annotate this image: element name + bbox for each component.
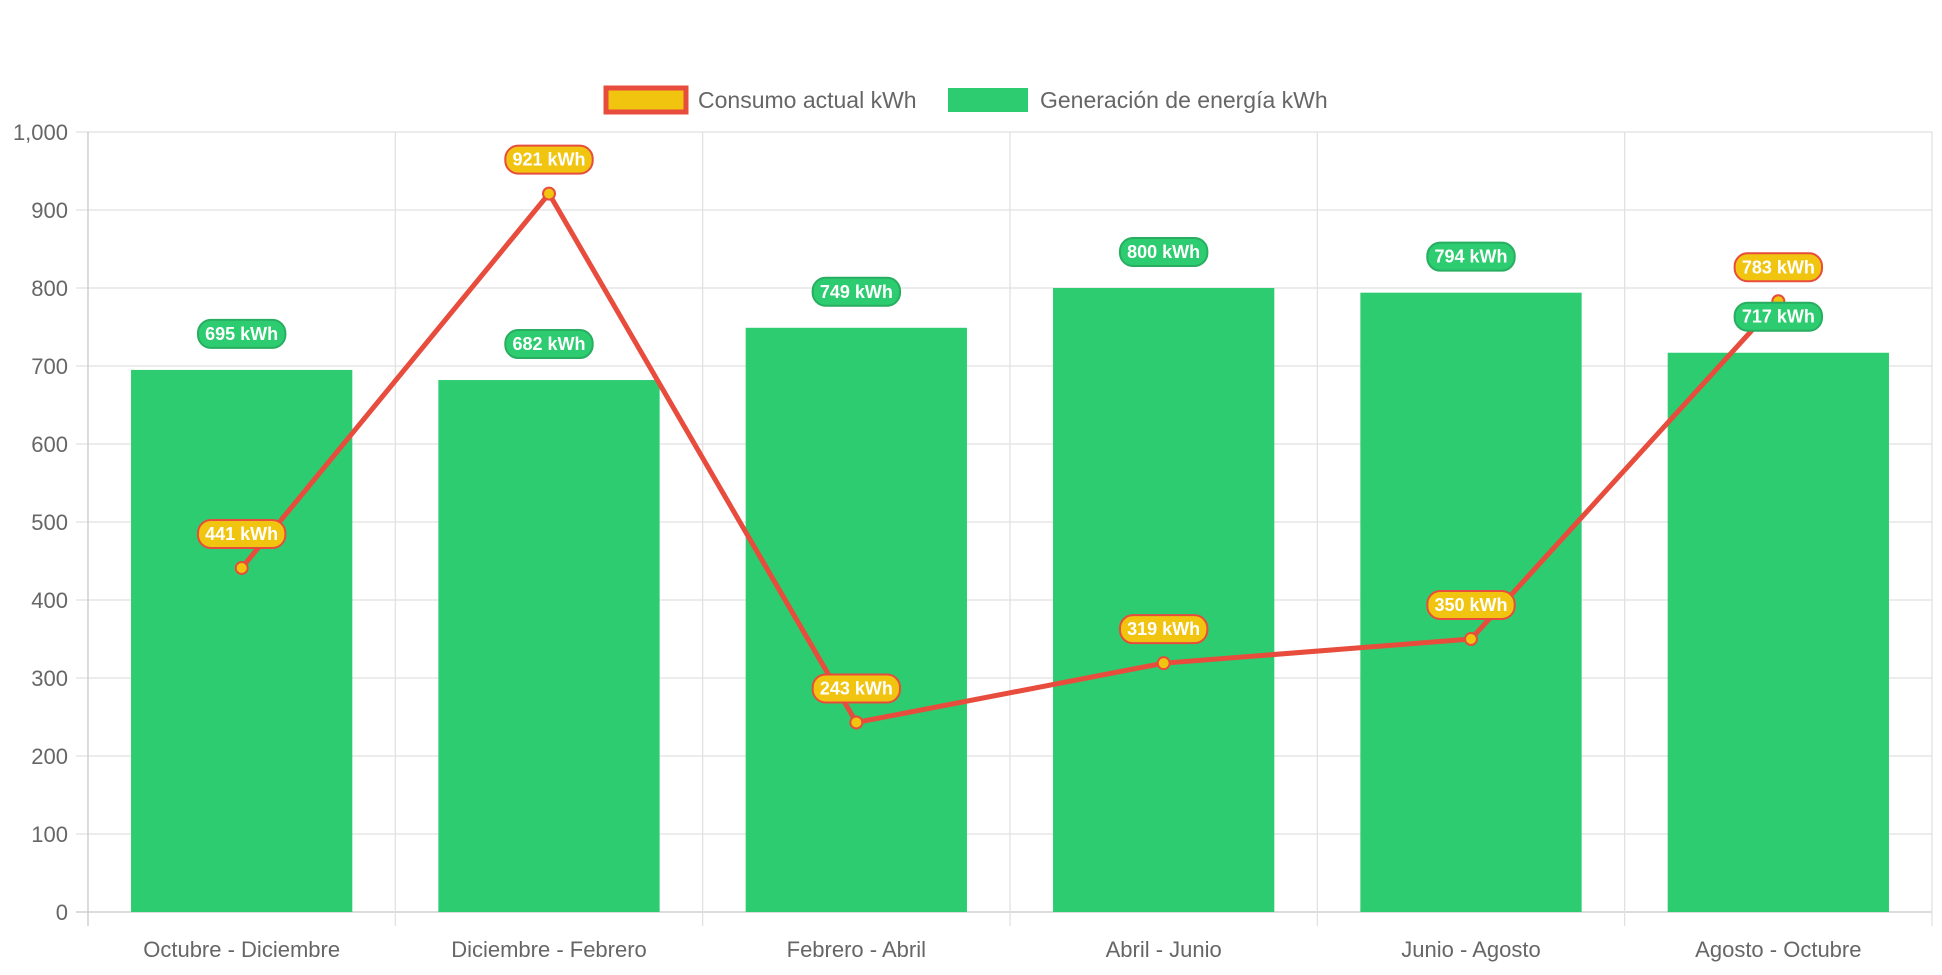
legend-label-consumo: Consumo actual kWh — [698, 87, 917, 113]
bar-data-label: 749 kWh — [811, 276, 902, 307]
legend-swatch-generacion — [948, 88, 1028, 112]
y-tick-label: 300 — [31, 666, 68, 691]
bar-data-label-bg — [504, 329, 594, 360]
x-tick-label: Diciembre - Febrero — [451, 937, 647, 962]
line-data-label-text: 243 kWh — [820, 678, 893, 698]
legend-item-consumo[interactable]: Consumo actual kWh — [603, 85, 917, 115]
x-tick-label: Abril - Junio — [1106, 937, 1222, 962]
bar-data-label: 794 kWh — [1426, 241, 1516, 272]
y-tick-label: 0 — [56, 900, 68, 925]
line-point[interactable] — [1156, 656, 1171, 671]
bar-data-label-text: 717 kWh — [1742, 307, 1815, 327]
bar-data-label-bg — [1733, 301, 1824, 332]
bar-data-label-text: 794 kWh — [1434, 247, 1507, 267]
line-data-label-bg — [1426, 590, 1516, 620]
x-tick-label: Agosto - Octubre — [1695, 937, 1861, 962]
legend-item-generacion[interactable]: Generación de energía kWh — [948, 87, 1328, 113]
line-data-label: 319 kWh — [1118, 614, 1209, 645]
legend-label-generacion: Generación de energía kWh — [1040, 87, 1328, 113]
bar-data-label-text: 682 kWh — [512, 334, 585, 354]
line-point[interactable] — [849, 715, 864, 730]
bar-data-label-text: 749 kWh — [820, 282, 893, 302]
y-tick-label: 900 — [31, 198, 68, 223]
line-data-label-text: 350 kWh — [1434, 595, 1507, 615]
line-point[interactable] — [1464, 632, 1478, 646]
bar-data-label: 682 kWh — [504, 329, 594, 360]
line-data-label-bg — [811, 673, 902, 704]
line-data-label: 243 kWh — [811, 673, 902, 704]
x-tick-label: Junio - Agosto — [1401, 937, 1540, 962]
grid — [76, 131, 1933, 926]
line-data-label: 921 kWh — [504, 144, 594, 175]
y-tick-label: 1,000 — [13, 120, 68, 145]
line-series — [234, 186, 1786, 730]
x-tick-label: Octubre - Diciembre — [143, 937, 340, 962]
line-data-label: 441 kWh — [196, 519, 287, 550]
bar[interactable] — [1053, 288, 1275, 912]
bar-data-label: 717 kWh — [1733, 301, 1824, 332]
line-data-label-bg — [196, 519, 287, 550]
line-data-label-bg — [1118, 614, 1209, 645]
y-tick-label: 800 — [31, 276, 68, 301]
line-data-label-text: 921 kWh — [512, 150, 585, 170]
line-data-label-text: 319 kWh — [1127, 619, 1200, 639]
line-data-label-bg — [1733, 252, 1824, 283]
bar-data-label-bg — [1426, 241, 1516, 272]
x-tick-label: Febrero - Abril — [787, 937, 926, 962]
bar-data-label: 800 kWh — [1118, 237, 1209, 267]
bar-data-label-bg — [1118, 237, 1209, 267]
line-point[interactable] — [542, 186, 556, 201]
bar-data-label-bg — [811, 276, 902, 307]
bar-data-label: 695 kWh — [196, 318, 287, 349]
bar[interactable] — [745, 327, 967, 912]
legend: Consumo actual kWh Generación de energía… — [603, 85, 1328, 115]
consumption-line — [239, 191, 1781, 725]
y-tick-label: 700 — [31, 354, 68, 379]
y-tick-label: 100 — [31, 822, 68, 847]
bar-series — [131, 288, 1889, 912]
bar-data-label-text: 695 kWh — [205, 324, 278, 344]
line-data-label-text: 783 kWh — [1742, 257, 1815, 277]
line-data-label-bg — [504, 144, 594, 175]
y-tick-label: 600 — [31, 432, 68, 457]
bar[interactable] — [1667, 352, 1889, 912]
line-data-label: 350 kWh — [1426, 590, 1516, 620]
bar-data-label-text: 800 kWh — [1127, 242, 1200, 262]
legend-swatch-consumo — [603, 85, 689, 115]
data-labels: 695 kWh 682 kWh 749 kWh 800 kWh 794 kWh 717 k… — [196, 144, 1824, 704]
y-tick-label: 200 — [31, 744, 68, 769]
y-tick-label: 500 — [31, 510, 68, 535]
line-data-label-text: 441 kWh — [205, 524, 278, 544]
line-point[interactable] — [234, 561, 249, 576]
y-tick-label: 400 — [31, 588, 68, 613]
bar-data-label-bg — [196, 318, 287, 349]
bar[interactable] — [438, 380, 660, 912]
bar[interactable] — [131, 369, 353, 912]
line-data-label: 783 kWh — [1733, 252, 1824, 283]
axes: 0 100 200 300 400 500 600 700 800 900 1,000 Octubre… — [13, 120, 1862, 962]
